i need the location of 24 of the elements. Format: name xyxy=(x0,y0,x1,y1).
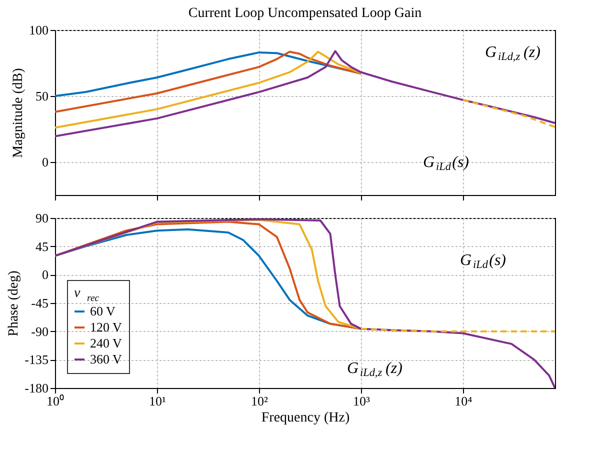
y-tick-label: -180 xyxy=(24,380,48,396)
y-tick-label: 45 xyxy=(36,238,48,254)
y-tick-label: -135 xyxy=(24,352,48,368)
chart-title: Current Loop Uncompensated Loop Gain xyxy=(188,6,422,21)
x-tick-label: 10⁴ xyxy=(454,394,473,408)
x-tick-label: 10¹ xyxy=(149,394,166,408)
y-tick-label: 50 xyxy=(36,88,48,104)
legend-label: 240 V xyxy=(90,336,123,350)
x-tick-label: 10² xyxy=(251,394,268,408)
x-tick-label: 10⁰ xyxy=(46,394,64,408)
legend-label: 360 V xyxy=(90,352,123,366)
y-tick-label: 0 xyxy=(42,154,48,170)
x-tick-label: 10³ xyxy=(352,394,370,408)
legend-label: 120 V xyxy=(90,320,123,334)
legend-label: 60 V xyxy=(90,304,116,318)
y-axis-title: Phase (deg) xyxy=(6,270,22,336)
y-tick-label: 0 xyxy=(42,267,48,282)
line-series xyxy=(462,98,555,128)
y-tick-label: 90 xyxy=(36,210,48,226)
y-tick-label: -90 xyxy=(31,324,48,339)
y-tick-label: -45 xyxy=(31,296,48,310)
x-axis-title: Frequency (Hz) xyxy=(261,410,350,426)
y-axis-title: Magnitude (dB) xyxy=(11,68,26,158)
y-tick-label: 100 xyxy=(29,22,48,38)
